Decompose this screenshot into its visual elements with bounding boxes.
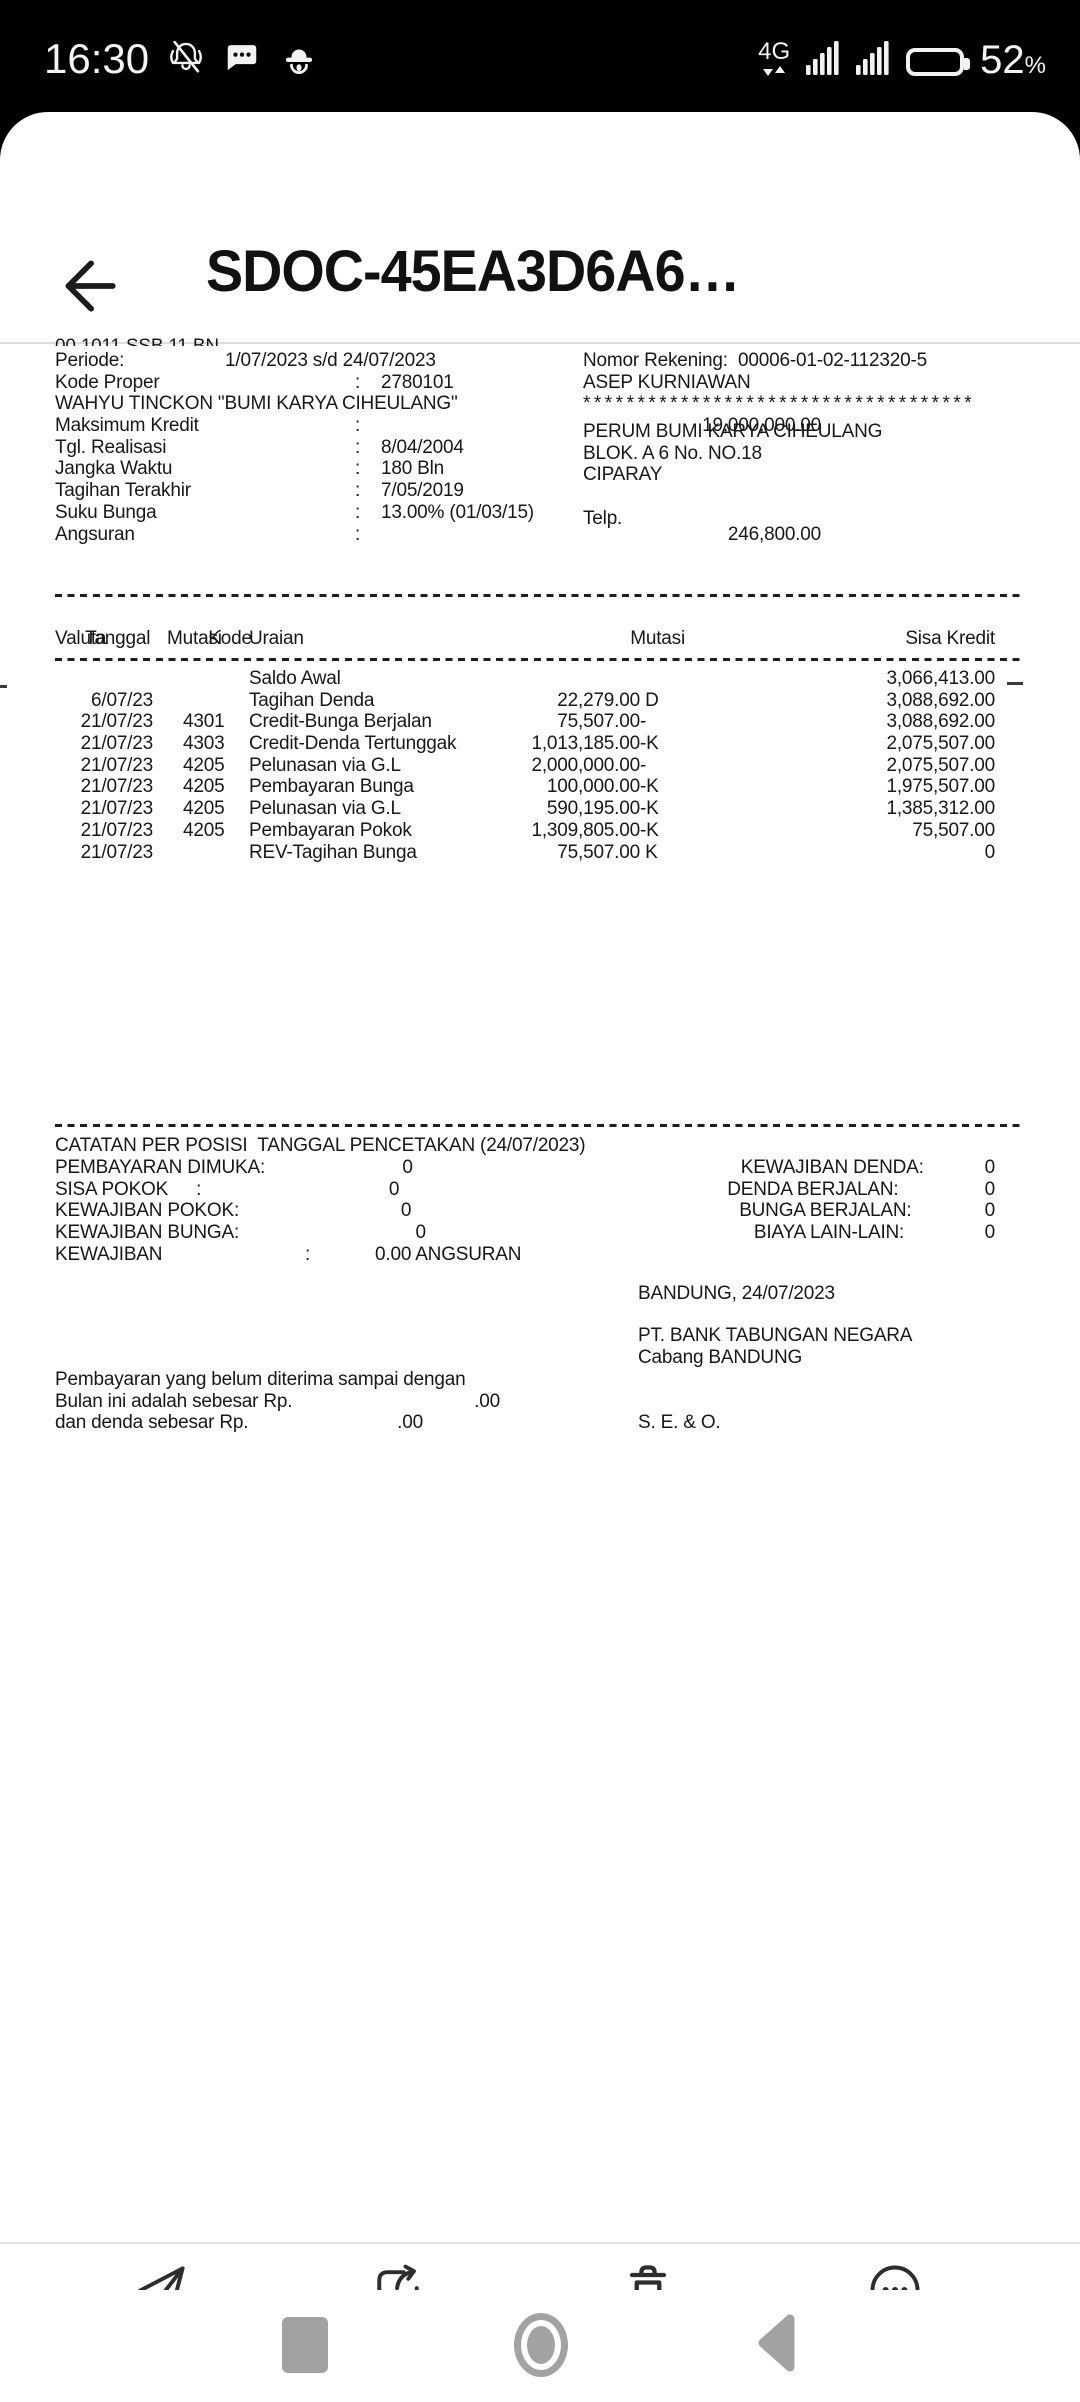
signal-sim1-icon [806,39,840,80]
home-button[interactable] [514,2313,568,2377]
table-row: 6/07/23 Tagihan Denda 22,279.00 D 3,088,… [91,689,995,711]
hat-agent-icon [279,37,319,82]
battery-percent: 52% [980,37,1046,82]
clipped-text-line: 00 1011 SSB 11 BN [55,334,615,346]
field-maksimum-kredit: Maksimum Kredit : 19,000,000.00 [55,415,821,437]
account-holder-line: ASEP KURNIAWAN [583,371,751,393]
table-row: 21/07/23 4205 Pelunasan via G.L 2,000,00… [80,754,996,776]
account-number-line: Nomor Rekening: 00006-01-02-112320-5 [583,350,927,371]
address-line-1: PERUM BUMI KARYA CIHEULANG [583,421,883,443]
home-icon [527,2326,555,2364]
catatan-row: KEWAJIBAN BUNGA:0 BIAYA LAIN-LAIN:0 [55,1222,995,1244]
back-arrow-icon [65,259,116,312]
margin-mark-right [1007,682,1023,685]
battery-icon [906,47,971,76]
city-date-line: BANDUNG, 24/07/2023 [638,1283,835,1304]
page-title: SDOC-45EA3D6A6… [206,239,740,304]
bank-name-line: PT. BANK TABUNGAN NEGARA [638,1325,913,1346]
field-suku-bunga: Suku Bunga : 13.00% (01/03/15) [55,501,534,523]
system-nav-bar [0,2290,1080,2400]
clock: 16:30 [44,35,150,82]
telp-line: Telp. [583,507,623,529]
account-info-left: Periode: 1/07/2023 s/d 24/07/2023 Kode P… [55,350,825,545]
dashed-divider [55,594,1025,597]
dashed-divider [55,1124,1025,1127]
transaction-table: Saldo Awal 3,066,413.00 6/07/23 Tagihan … [55,668,996,863]
asterisk-line: ************************************ [583,393,976,415]
header-divider [0,342,1080,344]
document-page[interactable]: 00 1011 SSB 11 BN Periode: 1/07/2023 s/d… [0,336,1080,2130]
field-tgl-realisasi: Tgl. Realisasi : 8/04/2004 [55,436,464,458]
table-header-row-1: Tanggal Kode [85,627,252,649]
catatan-title: CATATAN PER POSISI TANGGAL PENCETAKAN (2… [55,1135,586,1156]
table-row: 21/07/23 4205 Pelunasan via G.L 590,195.… [80,798,996,820]
status-bar: 16:30 [0,0,1080,112]
table-row: Saldo Awal 3,066,413.00 [249,668,995,689]
table-header-row-2: Valuta Mutasi Uraian Mutasi Sisa Kredit [55,628,995,649]
data-arrows-icon [763,65,786,76]
back-button[interactable] [52,252,122,322]
app-window: SDOC-45EA3D6A6… 00 1011 SSB 11 BN Period… [0,112,1080,2402]
seo-line: S. E. & O. [638,1412,721,1433]
catatan-row: PEMBAYARAN DIMUKA:0 KEWAJIBAN DENDA:0 [55,1157,995,1178]
address-line-3: CIPARAY [583,464,663,486]
table-row: 21/07/23 4301 Credit-Bunga Berjalan 75,5… [80,711,996,733]
dashed-divider [55,658,1025,661]
table-row: 21/07/23 4205 Pembayaran Pokok 1,309,805… [80,819,996,841]
project-name-line: WAHYU TINCKON "BUMI KARYA CIHEULANG" [55,393,458,415]
mute-bell-icon [167,38,205,81]
address-line-2: BLOK. A 6 No. NO.18 [583,442,762,464]
signal-sim2-icon [856,39,890,80]
nav-back-icon [758,2314,795,2371]
table-row: 21/07/23 4205 Pembayaran Bunga 100,000.0… [80,776,996,798]
catatan-total-row: KEWAJIBAN:0.00 ANGSURAN [55,1243,522,1265]
field-angsuran: Angsuran : 246,800.00 [55,523,821,545]
table-row: 21/07/23 REV-Tagihan Bunga 75,507.00 K 0 [80,841,996,863]
message-icon [223,38,261,81]
network-type: 4G [758,39,790,78]
catatan-section: PEMBAYARAN DIMUKA:0 KEWAJIBAN DENDA:0 SI… [55,1157,995,1265]
field-jangka-waktu: Jangka Waktu : 180 Bln [55,458,445,480]
blank-line [583,486,995,508]
table-row: 21/07/23 4303 Credit-Denda Tertunggak 1,… [80,733,996,755]
payment-note-line-1: Pembayaran yang belum diterima sampai de… [55,1369,466,1390]
field-tagihan-terakhir: Tagihan Terakhir : 7/05/2019 [55,480,464,502]
catatan-row: KEWAJIBAN POKOK:0 BUNGA BERJALAN:0 [55,1200,995,1222]
recents-button[interactable] [282,2317,328,2373]
field-periode: Periode: 1/07/2023 s/d 24/07/2023 [55,350,436,371]
payment-note-line-3: dan denda sebesar Rp. .00 [55,1412,423,1433]
field-kode-proper: Kode Proper : 2780101 [55,371,454,393]
nav-back-button[interactable] [754,2311,798,2380]
catatan-row: SISA POKOK:0 DENDA BERJALAN:0 [55,1178,996,1200]
account-info-right: Nomor Rekening: 00006-01-02-112320-5 ASE… [583,350,995,530]
bank-branch-line: Cabang BANDUNG [638,1347,803,1368]
payment-note-line-2: Bulan ini adalah sebesar Rp. .00 [55,1391,500,1412]
margin-mark-left [0,685,7,688]
